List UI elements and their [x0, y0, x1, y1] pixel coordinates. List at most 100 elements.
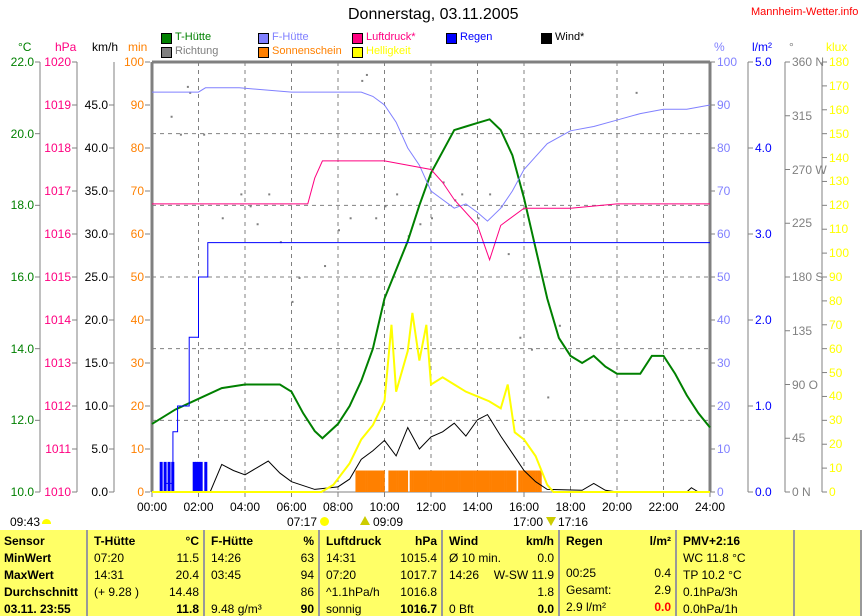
chart-title: Donnerstag, 03.11.2005	[348, 6, 519, 23]
table-cell: sonnig	[326, 602, 362, 616]
sunshine-bar	[374, 470, 378, 492]
sunshine-bar	[419, 470, 422, 492]
sun-start-icon	[360, 516, 370, 525]
wind-tick-label: 20.0	[84, 313, 108, 327]
direction-point	[396, 193, 399, 196]
last-sun-time: 17:00	[513, 515, 544, 529]
sunshine-bar	[450, 470, 453, 492]
sunshine-tick-label: 90	[130, 98, 144, 112]
table-cell: 0.1hPa/3h	[683, 585, 738, 599]
table-cell: Durchschnitt	[4, 585, 79, 599]
temp-tick-label: 10.0	[10, 485, 34, 499]
table-cell: l/m²	[649, 534, 671, 548]
table-row: 00:25 0.4	[566, 565, 671, 582]
sunshine-bar	[423, 470, 426, 492]
legend-swatch	[446, 33, 457, 44]
pressure-tick-label: 1013	[44, 356, 71, 370]
sunshine-bar	[446, 470, 449, 492]
brightness-tick-label: 70	[829, 317, 843, 332]
table-row: 2.9 l/m² 0.0	[566, 599, 671, 616]
direction-point	[249, 205, 252, 208]
x-tick-label: 10:00	[369, 500, 400, 514]
pressure-tick-label: 1019	[44, 98, 71, 112]
table-header-row: Wind km/h	[449, 533, 554, 550]
pressure-tick-label: 1010	[44, 485, 71, 499]
direction-point	[461, 193, 464, 196]
table-cell: 00:25	[566, 566, 597, 580]
table-cell: km/h	[525, 534, 554, 548]
site-link[interactable]: Mannheim-Wetter.info	[751, 6, 859, 18]
rain-bar	[197, 461, 201, 492]
table-row	[801, 566, 856, 583]
brightness-tick-label: 30	[829, 413, 843, 428]
sunshine-bar	[479, 470, 482, 492]
sunshine-bar	[390, 470, 393, 492]
series-regen-line	[152, 242, 710, 493]
sunshine-bar	[481, 470, 484, 492]
sunshine-bar	[485, 470, 488, 492]
table-cell: 1016.8	[400, 585, 437, 599]
table-row: MaxWert	[4, 567, 84, 584]
table-cell: 14:31	[94, 568, 125, 582]
direction-point	[419, 223, 422, 226]
temp-axis-unit: °C	[18, 40, 32, 54]
sun-end-icon	[546, 517, 556, 526]
table-cell: 11.5	[176, 551, 199, 565]
sunrise-time: 07:17	[287, 515, 318, 529]
x-tick-label: 24:00	[694, 500, 726, 514]
table-column-group: T-Hütte °C 07:20 11.5 14:31 20.4 (+ 9.28 ) 14.4…	[88, 530, 205, 616]
sunshine-bar	[359, 470, 362, 492]
table-cell: %	[303, 534, 314, 548]
table-row: 14:31 1015.4	[326, 550, 437, 567]
table-cell: F-Hütte	[211, 534, 253, 548]
table-cell: 86	[300, 585, 314, 599]
direction-point	[519, 336, 522, 339]
sunshine-bar	[469, 470, 472, 492]
table-row: 07:20 11.5	[94, 550, 199, 567]
sunshine-bar	[382, 470, 385, 492]
sunshine-bar	[508, 470, 511, 492]
sunshine-bar	[475, 470, 478, 492]
humidity-tick-label: 50	[717, 270, 731, 284]
sunshine-tick-label: 100	[123, 55, 144, 69]
sunshine-bar	[388, 470, 391, 492]
direction-tick-label: 315	[792, 108, 813, 123]
table-cell: W-SW 11.9	[493, 568, 554, 582]
table-header-row: Luftdruck hPa	[326, 533, 437, 550]
sunshine-bar	[440, 470, 443, 492]
direction-point	[189, 91, 192, 94]
direction-point	[324, 265, 327, 268]
table-cell: 1.8	[537, 585, 554, 599]
brightness-tick-label: 180	[829, 55, 850, 69]
table-cell: Ø 10 min.	[449, 551, 502, 565]
direction-point	[179, 133, 182, 136]
sunset-time: 17:16	[558, 515, 589, 529]
x-tick-label: 14:00	[462, 500, 493, 514]
sunshine-bar	[421, 470, 424, 492]
sunshine-tick-label: 10	[130, 442, 144, 456]
legend-swatch	[541, 33, 552, 44]
table-row: 14:26 W-SW 11.9	[449, 567, 554, 584]
sunshine-bar	[425, 470, 428, 492]
rain-tick-label: 5.0	[755, 55, 772, 69]
sunshine-bar	[429, 470, 432, 492]
sunshine-bar	[415, 470, 418, 492]
legend-label: Helligkeit	[366, 45, 411, 57]
direction-point	[338, 229, 340, 232]
brightness-tick-label: 80	[829, 293, 843, 308]
sunshine-bar	[494, 470, 498, 492]
brightness-tick-label: 110	[829, 222, 849, 237]
sunshine-bar	[514, 470, 517, 492]
pressure-axis-unit: hPa	[55, 40, 77, 54]
table-header-row: Regen l/m²	[566, 533, 671, 550]
table-row	[801, 550, 856, 567]
sunshine-bar	[527, 470, 531, 492]
sunshine-bar	[522, 470, 525, 492]
table-row: ^1.1hPa/h 1016.8	[326, 584, 437, 601]
cloud-icon	[42, 519, 51, 524]
direction-tick-label: 90 O	[792, 377, 819, 392]
table-row: 07:20 1017.7	[326, 567, 437, 584]
sunshine-bar	[467, 470, 471, 492]
sunshine-bar	[458, 470, 461, 492]
